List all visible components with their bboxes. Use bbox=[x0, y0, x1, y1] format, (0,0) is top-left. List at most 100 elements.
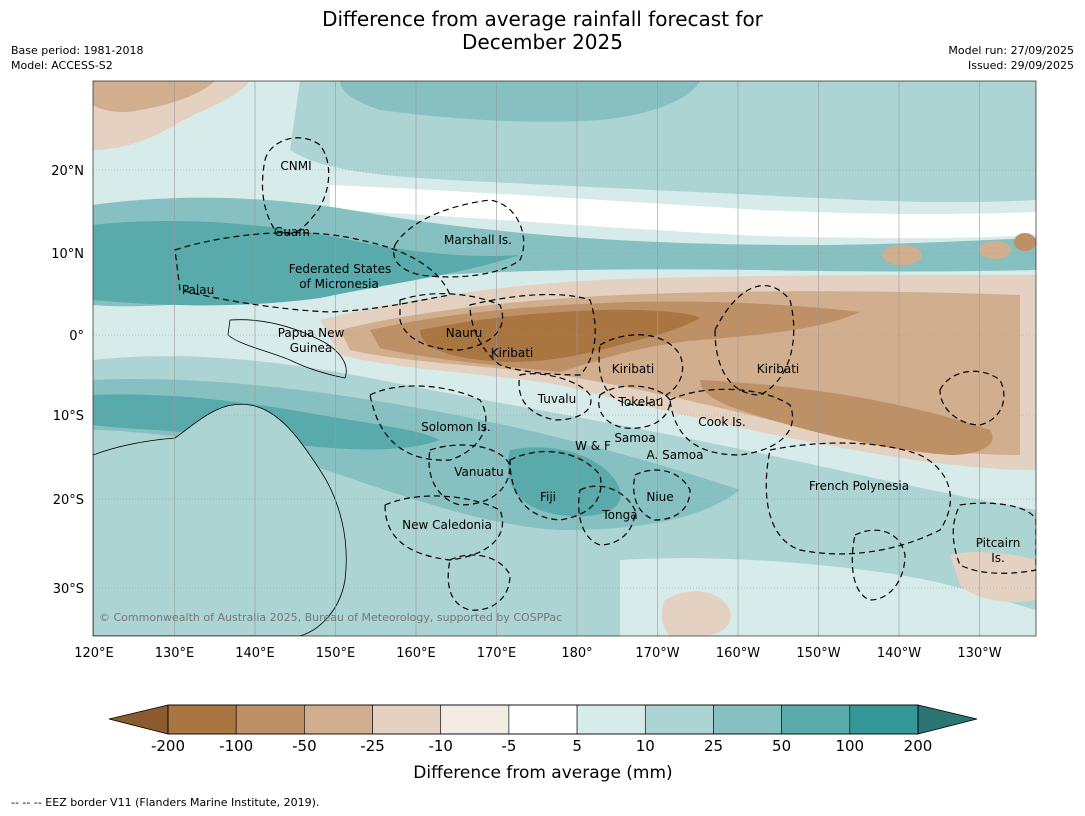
eez-fsm bbox=[174, 231, 451, 313]
label-tonga: Tonga bbox=[601, 508, 637, 522]
colorbar-cell bbox=[167, 704, 237, 735]
colorbar-tick: 200 bbox=[904, 737, 933, 755]
lon-tick: 150°W bbox=[796, 646, 840, 661]
lon-tick: 130°W bbox=[957, 646, 1001, 661]
lat-tick: 20°N bbox=[51, 164, 84, 179]
colorbar-tick: -5 bbox=[501, 737, 516, 755]
label-solomon: Solomon Is. bbox=[421, 420, 491, 434]
lon-tick: 180° bbox=[561, 646, 592, 661]
lat-tick: 10°N bbox=[51, 247, 84, 262]
label-guam: Guam bbox=[274, 225, 310, 239]
eez-austral bbox=[851, 529, 906, 601]
model-name: Model: ACCESS-S2 bbox=[11, 59, 113, 72]
label-marshall: Marshall Is. bbox=[444, 233, 512, 247]
lon-tick: 120°E bbox=[74, 646, 114, 661]
label-cnmi: CNMI bbox=[280, 159, 311, 173]
eez-new-caledonia bbox=[384, 495, 504, 561]
label-tokelau: Tokelau bbox=[618, 395, 664, 409]
southeast-dry-inner bbox=[700, 380, 993, 455]
label-fiji: Fiji bbox=[540, 490, 556, 504]
colorbar-cell bbox=[440, 704, 510, 735]
colorbar-tick: 50 bbox=[772, 737, 791, 755]
colorbar-extend-high bbox=[917, 704, 978, 735]
label-kiribati-west: Kiribati bbox=[491, 346, 533, 360]
png-coast bbox=[227, 319, 347, 379]
label-tuvalu: Tuvalu bbox=[537, 392, 577, 406]
issued-date: Issued: 29/09/2025 bbox=[967, 59, 1074, 72]
equatorial-dry-core bbox=[420, 309, 700, 362]
colorbar-tick: 100 bbox=[835, 737, 864, 755]
eez-french-polynesia-east bbox=[939, 370, 1005, 426]
colorbar-label: Difference from average (mm) bbox=[413, 763, 672, 783]
eez-french-polynesia bbox=[765, 442, 951, 555]
south-dry-patch bbox=[661, 591, 731, 636]
colorbar-tick: 5 bbox=[572, 737, 582, 755]
australia-coast bbox=[93, 403, 347, 636]
base-period: Base period: 1981-2018 bbox=[11, 44, 144, 57]
colorbar-cell bbox=[372, 704, 442, 735]
lat-axis: 20°N 10°N 0° 10°S 20°S 30°S bbox=[51, 164, 84, 597]
colorbar-tick: 10 bbox=[636, 737, 655, 755]
label-asamoa: A. Samoa bbox=[647, 448, 704, 462]
lon-tick: 160°E bbox=[396, 646, 436, 661]
colorbar-tick: 25 bbox=[704, 737, 723, 755]
nw-dry-core bbox=[93, 81, 215, 113]
dry-blob-1 bbox=[882, 245, 922, 265]
colorbar-tick: -25 bbox=[360, 737, 385, 755]
label-kiribati-east: Kiribati bbox=[757, 362, 799, 376]
colorbar-cell bbox=[849, 704, 919, 735]
lon-tick: 170°E bbox=[477, 646, 517, 661]
label-fsm-2: of Micronesia bbox=[299, 277, 379, 291]
lat-tick: 0° bbox=[69, 329, 84, 344]
colorbar: -200 -100 -50 -25 -10 -5 5 10 25 50 100 … bbox=[108, 704, 978, 783]
dry-blob-2 bbox=[979, 241, 1011, 259]
label-palau: Palau bbox=[182, 283, 214, 297]
label-pitcairn-1: Pitcairn bbox=[976, 536, 1021, 550]
meta-left: Base period: 1981-2018 Model: ACCESS-S2 bbox=[11, 43, 143, 73]
colorbar-frame bbox=[167, 704, 919, 735]
label-new-caledonia: New Caledonia bbox=[402, 518, 492, 532]
label-french-polynesia: French Polynesia bbox=[809, 479, 909, 493]
lat-tick: 10°S bbox=[53, 409, 84, 424]
colorbar-cells bbox=[167, 704, 919, 735]
fiji-wet-core bbox=[507, 447, 621, 517]
lon-tick: 140°W bbox=[877, 646, 921, 661]
eez-pitcairn bbox=[952, 502, 1036, 574]
eez-borders bbox=[174, 137, 1036, 611]
model-run: Model run: 27/09/2025 bbox=[948, 44, 1074, 57]
map-field bbox=[93, 81, 1036, 636]
north-neutral-band bbox=[330, 185, 1036, 239]
label-fsm-1: Federated States bbox=[289, 262, 391, 276]
lon-tick: 160°W bbox=[716, 646, 760, 661]
eez-vanuatu bbox=[428, 444, 511, 506]
lat-tick: 20°S bbox=[53, 493, 84, 508]
eez-tuvalu bbox=[518, 373, 592, 421]
graticule bbox=[93, 81, 1036, 636]
chart-title: Difference from average rainfall forecas… bbox=[0, 8, 1085, 54]
eez-nauru bbox=[399, 293, 504, 351]
lon-tick: 130°E bbox=[155, 646, 195, 661]
eez-niue bbox=[633, 469, 691, 521]
colorbar-cell bbox=[781, 704, 851, 735]
label-png-2: Guinea bbox=[290, 341, 333, 355]
colorbar-cell bbox=[235, 704, 305, 735]
label-samoa: Samoa bbox=[614, 431, 655, 445]
eez-cook bbox=[669, 388, 794, 456]
lon-axis: 120°E 130°E 140°E 150°E 160°E 170°E 180°… bbox=[74, 646, 1001, 661]
colorbar-tick: -10 bbox=[428, 737, 453, 755]
dry-blob-3 bbox=[1014, 233, 1036, 251]
eez-footnote: -- -- -- EEZ border V11 (Flanders Marine… bbox=[11, 796, 320, 809]
label-pitcairn-2: Is. bbox=[991, 551, 1005, 565]
label-png-1: Papua New bbox=[278, 326, 345, 340]
lon-tick: 170°W bbox=[635, 646, 679, 661]
colorbar-tick: -100 bbox=[219, 737, 253, 755]
north-wet-core bbox=[340, 81, 700, 122]
label-niue: Niue bbox=[646, 490, 673, 504]
eez-tonga bbox=[578, 485, 636, 546]
eez-cnmi bbox=[261, 137, 330, 235]
label-cook: Cook Is. bbox=[698, 415, 745, 429]
colorbar-cell bbox=[508, 704, 578, 735]
eez-fiji bbox=[509, 450, 602, 521]
label-nauru: Nauru bbox=[446, 326, 482, 340]
colorbar-cell bbox=[576, 704, 646, 735]
